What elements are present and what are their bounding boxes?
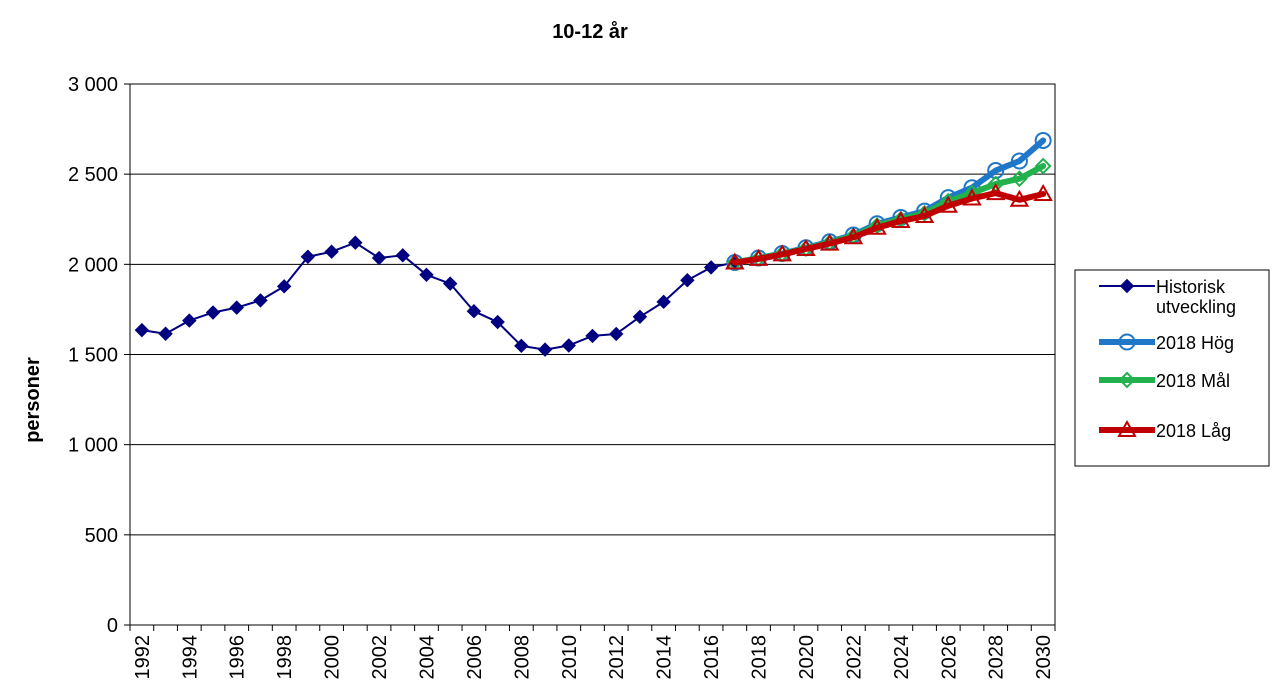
y-tick-label: 1 500 [68, 345, 118, 367]
series-layer [135, 133, 1051, 356]
x-tick-label: 2004 [416, 635, 438, 680]
gridlines [130, 84, 1055, 625]
x-tick-label: 2020 [796, 635, 818, 680]
series-1 [135, 236, 741, 356]
data-point [562, 339, 575, 352]
data-point [633, 310, 646, 323]
legend-label: Historisk [1156, 277, 1226, 297]
data-point [586, 329, 599, 342]
legend-label: 2018 Hög [1156, 333, 1234, 353]
series-line [735, 193, 1043, 262]
chart-title: 10-12 år [552, 20, 628, 43]
x-tick-label: 2026 [938, 635, 960, 680]
legend-label: 2018 Mål [1156, 371, 1230, 391]
x-tick-label: 1998 [274, 635, 296, 680]
data-point [610, 327, 623, 340]
data-point [230, 301, 243, 314]
series-4 [727, 185, 1051, 268]
y-tick-label: 2 000 [68, 254, 118, 276]
data-point [705, 261, 718, 274]
data-point [325, 245, 338, 258]
x-tick-label: 1994 [179, 635, 201, 680]
data-point [183, 314, 196, 327]
x-tick-label: 2024 [891, 635, 913, 680]
x-tick-label: 2002 [369, 635, 391, 680]
y-tick-label: 3 000 [68, 74, 118, 96]
x-tick-label: 2010 [559, 635, 581, 680]
x-tick-label: 1996 [227, 635, 249, 680]
x-tick-label: 2022 [843, 635, 865, 680]
y-tick-label: 500 [85, 525, 118, 547]
data-point [349, 236, 362, 249]
legend-label: 2018 Låg [1156, 421, 1231, 441]
data-point [254, 294, 267, 307]
x-tick-label: 2000 [322, 635, 344, 680]
series-line [735, 140, 1043, 262]
data-point [135, 324, 148, 337]
series-2 [727, 133, 1050, 270]
y-axis-label: personer [22, 357, 44, 443]
x-axis: 1992 1994 1996 1998 2000 2002 2004 2006 2008 2010… [130, 625, 1055, 680]
x-tick-label: 2030 [1033, 635, 1055, 680]
x-tick-label: 1992 [132, 635, 154, 680]
x-tick-label: 2012 [606, 635, 628, 680]
data-point [373, 252, 386, 265]
data-point [159, 327, 172, 340]
x-tick-label: 2014 [654, 635, 676, 680]
series-line [142, 243, 735, 350]
x-tick-label: 2016 [701, 635, 723, 680]
y-tick-label: 2 500 [68, 164, 118, 186]
y-axis: 0 500 1 000 1 500 2 000 2 500 3 000 [68, 74, 130, 637]
x-tick-label: 2006 [464, 635, 486, 680]
data-point [207, 306, 220, 319]
x-tick-label: 2028 [986, 635, 1008, 680]
y-tick-label: 1 000 [68, 435, 118, 457]
x-tick-label: 2018 [749, 635, 771, 680]
x-tick-label: 2008 [511, 635, 533, 680]
legend-label: utveckling [1156, 297, 1236, 317]
y-tick-label: 0 [107, 615, 118, 637]
